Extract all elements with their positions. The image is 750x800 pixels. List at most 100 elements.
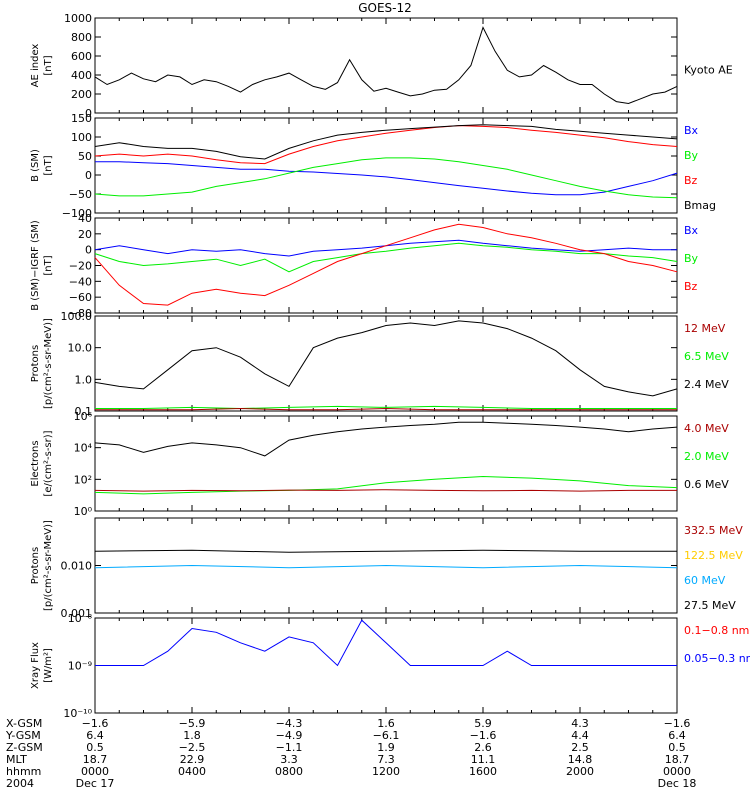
- legend-label: 4.0 MeV: [684, 422, 729, 435]
- y-axis-label: B (SM)−IGRF (SM): [30, 220, 41, 311]
- footer-row-label: Z-GSM: [6, 741, 43, 754]
- footer-value: 22.9: [180, 753, 205, 766]
- y-tick-label: 600: [71, 50, 92, 63]
- y-tick-label: 40: [78, 212, 92, 225]
- legend-label: 60 MeV: [684, 574, 726, 587]
- y-tick-label: 10⁻¹⁰: [63, 707, 92, 720]
- series-line-0-05-0-3-nm: [95, 619, 677, 667]
- series-line-2-4-mev: [94, 320, 678, 397]
- y-axis-label: [p/(cm²-s-sr-MeV)]: [43, 318, 54, 409]
- y-axis-label: B (SM): [30, 149, 41, 182]
- footer-value: −4.3: [276, 717, 303, 730]
- legend-label: By: [684, 252, 699, 265]
- y-tick-label: 10⁴: [74, 442, 93, 455]
- legend-label: 332.5 MeV: [684, 524, 743, 537]
- footer-row-label: 2004: [6, 777, 34, 790]
- y-tick-label: −20: [69, 260, 92, 273]
- legend-label: Bz: [684, 174, 698, 187]
- footer-value: −1.6: [470, 729, 497, 742]
- footer-value: 18.7: [83, 753, 108, 766]
- footer-value: 0800: [275, 765, 303, 778]
- y-tick-label: 100: [71, 131, 92, 144]
- panel-bsm: −100 −50 0 50 100 150 B (SM) [nT] Bx By Bz Bmag: [30, 112, 716, 220]
- y-tick-label: 50: [78, 150, 92, 163]
- y-tick-label: −50: [69, 188, 92, 201]
- footer-value: 2000: [566, 765, 594, 778]
- y-axis-label: [nT]: [43, 255, 54, 275]
- footer-value: 7.3: [377, 753, 395, 766]
- panel-electrons: 10⁰ 10² 10⁴ 10⁶ Electrons [e/(cm²-s-sr)] 4.0 M…: [30, 410, 729, 518]
- y-tick-label: 800: [71, 31, 92, 44]
- footer-value: 0.5: [668, 741, 686, 754]
- footer-value: Dec 18: [658, 777, 697, 790]
- footer-value: 1.6: [377, 717, 395, 730]
- y-tick-label: 1.0: [75, 373, 93, 386]
- y-tick-label: −80: [69, 307, 92, 320]
- series-line-60-mev: [94, 564, 678, 569]
- footer-value: 4.3: [571, 717, 589, 730]
- y-axis-label: [p/(cm²-s-sr-MeV)]: [43, 520, 54, 611]
- series-line-27-5-mev: [94, 549, 677, 553]
- legend-label: Bmag: [684, 199, 716, 212]
- y-tick-label: 200: [71, 88, 92, 101]
- footer-value: −2.5: [179, 741, 206, 754]
- legend-label: Bz: [684, 280, 698, 293]
- ephemeris-footer: X-GSMY-GSMZ-GSMMLThhmm2004−1.66.40.518.7…: [5, 717, 696, 790]
- legend-label: Bx: [684, 124, 699, 137]
- y-tick-label: −40: [69, 275, 92, 288]
- legend-label: By: [684, 149, 699, 162]
- y-tick-label: 10⁰: [74, 505, 93, 518]
- series-line-0-6-mev: [94, 421, 678, 457]
- footer-row-label: Y-GSM: [5, 729, 41, 742]
- panel-ae: 0 200 400 600 800 1000 AE index [nT] Kyoto AE: [30, 12, 733, 120]
- y-tick-label: 0.010: [61, 560, 93, 573]
- footer-value: 1200: [372, 765, 400, 778]
- y-tick-label: 0: [85, 107, 92, 120]
- footer-value: 6.4: [86, 729, 104, 742]
- series-line-by: [94, 242, 678, 273]
- footer-value: 1600: [469, 765, 497, 778]
- legend-label: 2.0 MeV: [684, 450, 729, 463]
- footer-value: −4.9: [276, 729, 303, 742]
- y-tick-label: 100.0: [61, 310, 93, 323]
- y-tick-label: 10⁶: [74, 410, 93, 423]
- footer-row-label: hhmm: [6, 765, 41, 778]
- series-line-bz: [94, 125, 678, 165]
- y-tick-label: 0.1: [75, 405, 93, 418]
- y-axis-label: [nT]: [43, 155, 54, 175]
- panel-frame: [94, 415, 678, 512]
- footer-value: 2.6: [474, 741, 492, 754]
- series-line-kyoto-ae: [94, 26, 678, 105]
- series-line-4-0-mev: [94, 489, 677, 492]
- panel-protons: 0.1 1.0 10.0 100.0 Protons [p/(cm²-s-sr-MeV)]…: [30, 310, 729, 418]
- legend-label: 0.6 MeV: [684, 478, 729, 491]
- chart-title: GOES-12: [358, 1, 412, 15]
- series-line-bx: [95, 161, 678, 196]
- legend-label: 0.05−0.3 nm: [684, 652, 750, 665]
- panel-frame: [94, 17, 678, 114]
- footer-value: 0400: [178, 765, 206, 778]
- footer-value: 2.5: [571, 741, 589, 754]
- series-line-bz: [94, 223, 678, 306]
- footer-value: 3.3: [280, 753, 298, 766]
- legend-label: 27.5 MeV: [684, 599, 736, 612]
- y-axis-label: Electrons: [30, 440, 41, 486]
- footer-value: −1.1: [276, 741, 303, 754]
- footer-value: −5.9: [179, 717, 206, 730]
- y-axis-label: Protons: [30, 345, 41, 382]
- panel-frame: [94, 315, 678, 412]
- series-line-bmag: [94, 124, 678, 160]
- y-tick-label: 0: [85, 244, 92, 257]
- panel-hprotons: 0.001 0.010 Protons [p/(cm²-s-sr-MeV)] 332.5…: [30, 517, 743, 620]
- footer-value: −6.1: [373, 729, 400, 742]
- y-tick-label: 0: [85, 169, 92, 182]
- footer-value: Dec 17: [76, 777, 115, 790]
- y-tick-label: 10²: [74, 473, 92, 486]
- footer-value: −1.6: [664, 717, 691, 730]
- footer-value: 0000: [81, 765, 109, 778]
- footer-value: 1.8: [183, 729, 201, 742]
- footer-value: 1.9: [377, 741, 395, 754]
